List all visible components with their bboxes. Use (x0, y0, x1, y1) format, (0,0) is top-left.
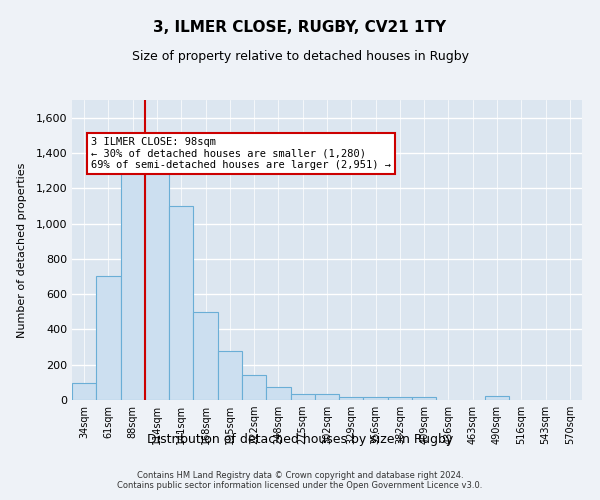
Bar (412, 398, 436, 400)
Text: Size of property relative to detached houses in Rugby: Size of property relative to detached ho… (131, 50, 469, 63)
Bar (315, 394, 339, 400)
Bar (388, 398, 412, 400)
Bar (242, 376, 266, 400)
Text: Contains HM Land Registry data © Crown copyright and database right 2024.
Contai: Contains HM Land Registry data © Crown c… (118, 470, 482, 490)
Bar (218, 352, 242, 400)
Text: 3, ILMER CLOSE, RUGBY, CV21 1TY: 3, ILMER CLOSE, RUGBY, CV21 1TY (154, 20, 446, 35)
Bar (145, 166, 169, 400)
Bar (72, 383, 96, 400)
Bar (96, 276, 121, 400)
Bar (266, 387, 290, 400)
Bar (339, 398, 364, 400)
Bar (169, 206, 193, 400)
Bar (193, 312, 218, 400)
Text: 3 ILMER CLOSE: 98sqm
← 30% of detached houses are smaller (1,280)
69% of semi-de: 3 ILMER CLOSE: 98sqm ← 30% of detached h… (91, 137, 391, 170)
Text: Distribution of detached houses by size in Rugby: Distribution of detached houses by size … (147, 432, 453, 446)
Bar (364, 398, 388, 400)
Bar (121, 166, 145, 400)
Bar (485, 396, 509, 400)
Y-axis label: Number of detached properties: Number of detached properties (17, 162, 27, 338)
Bar (290, 394, 315, 400)
